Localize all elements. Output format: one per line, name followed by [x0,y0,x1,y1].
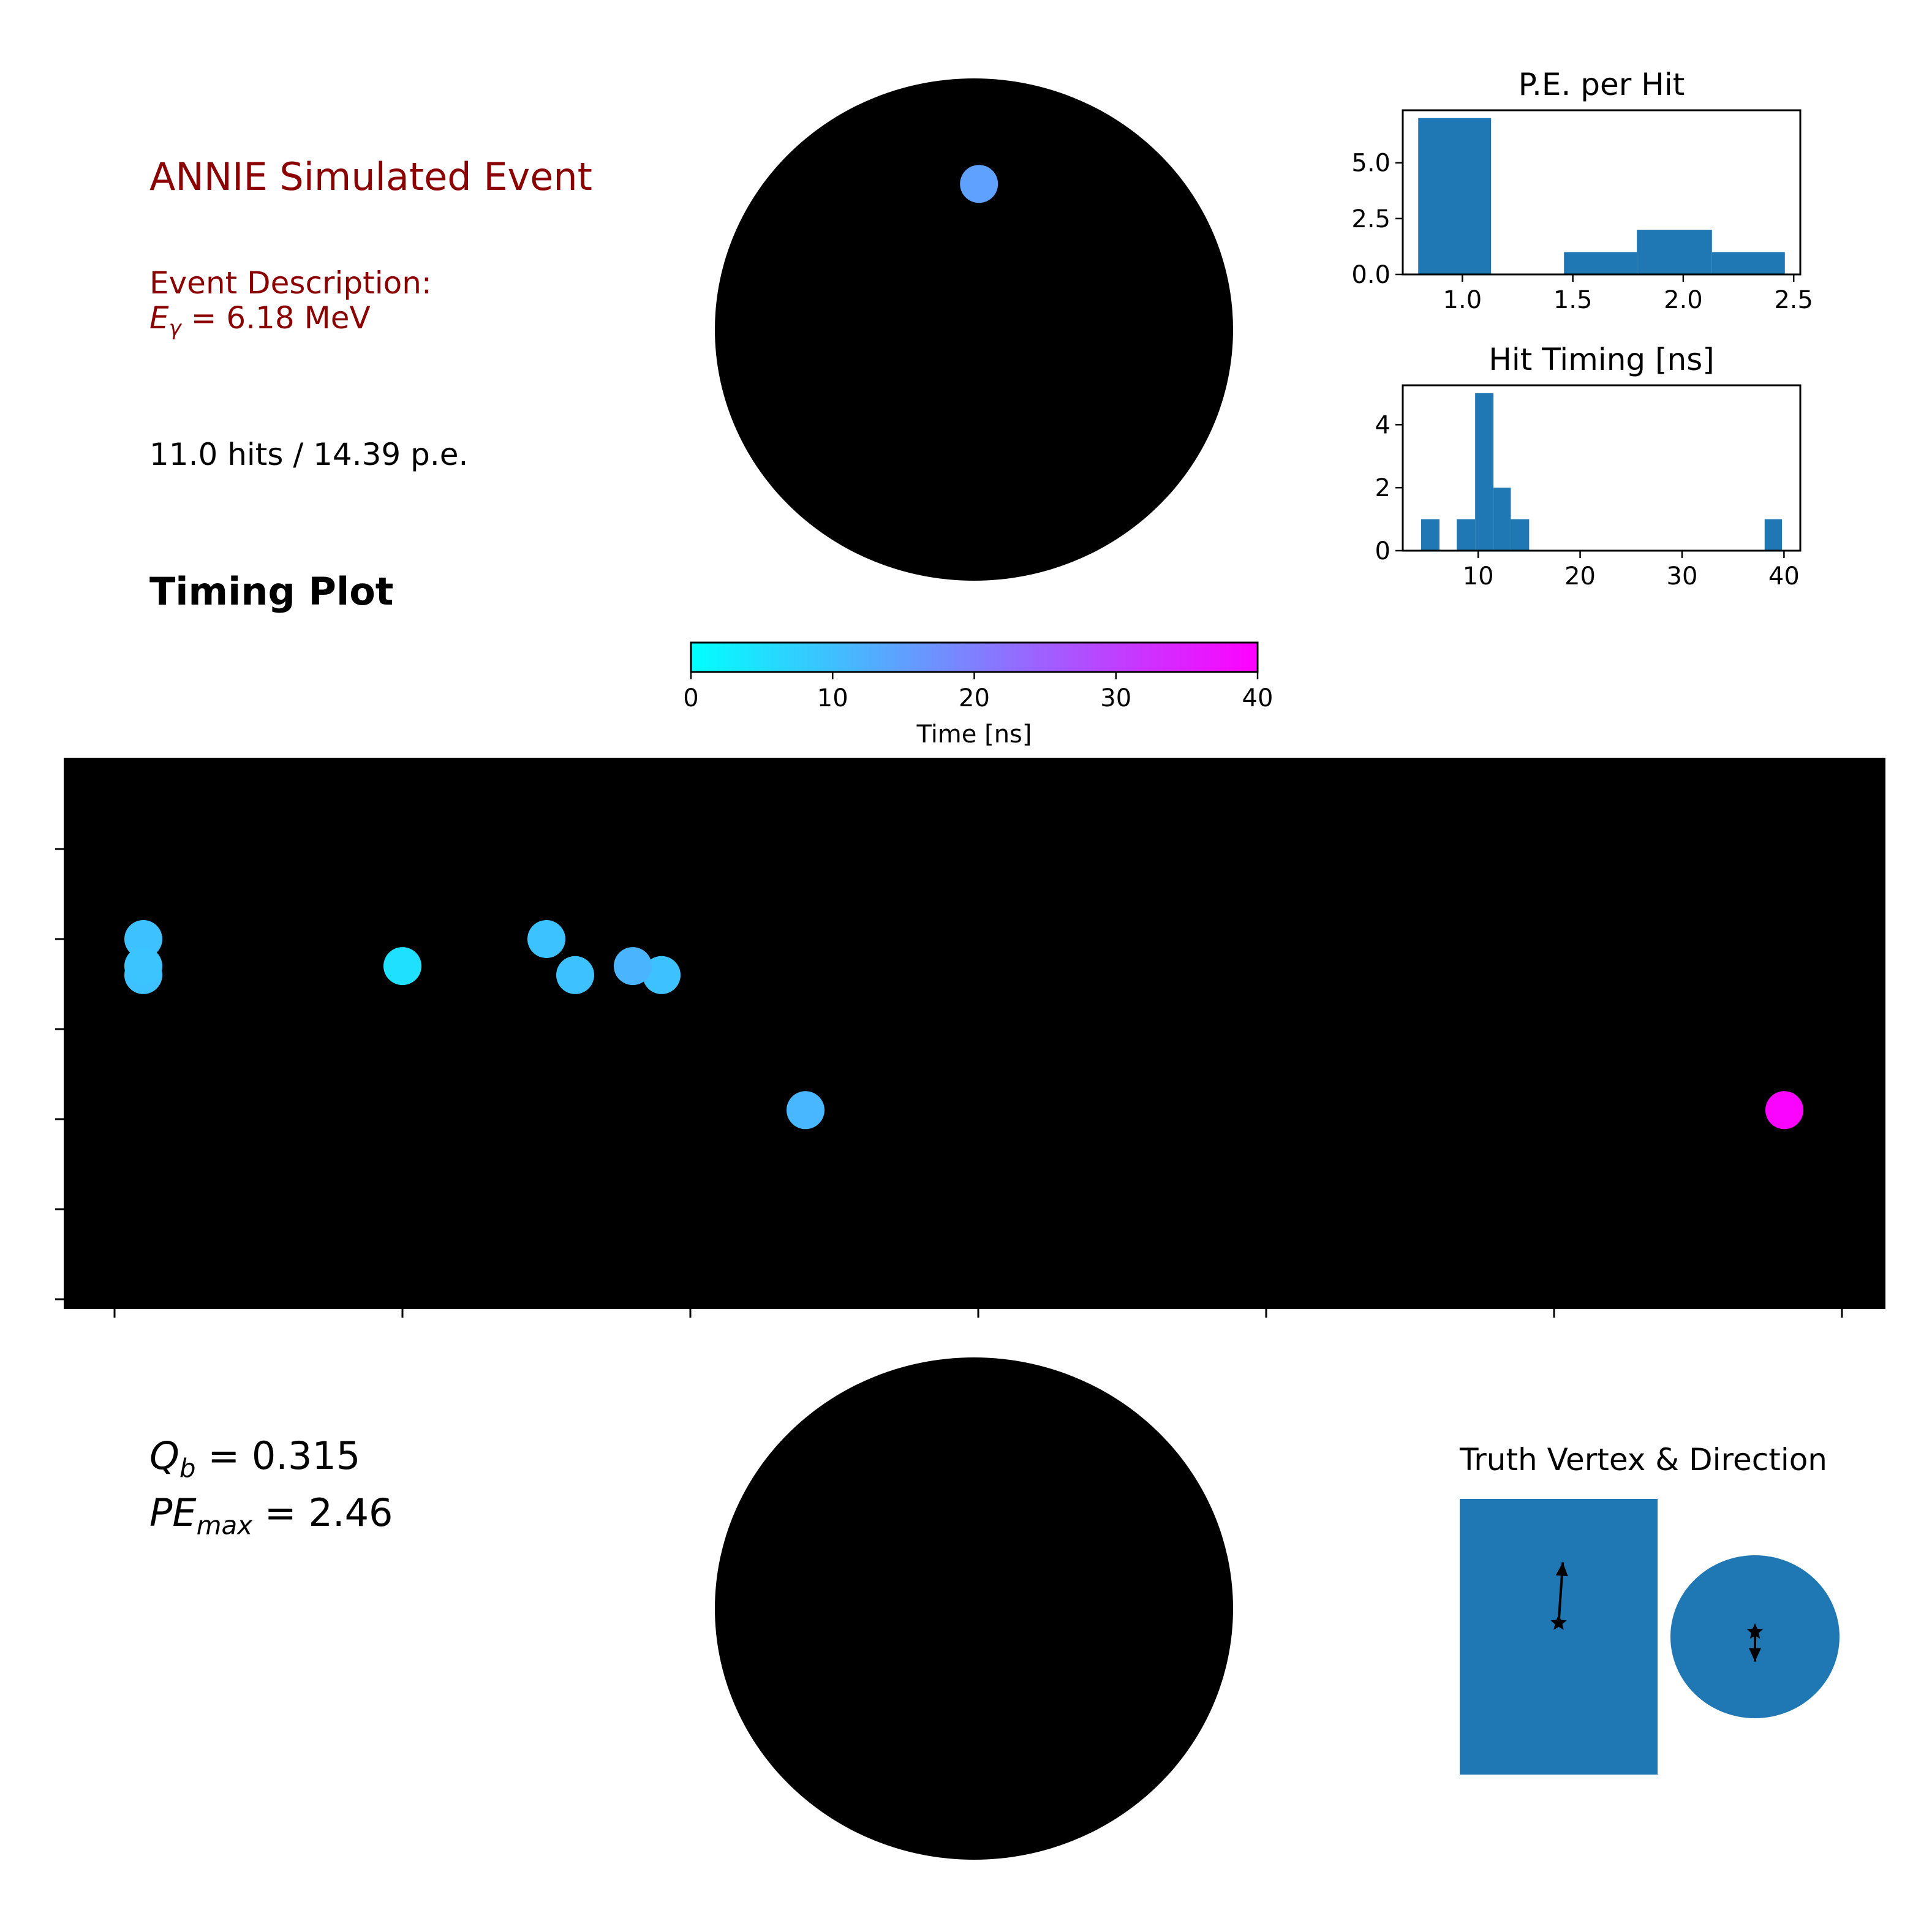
timing-hist-bar [1457,519,1476,551]
barrel-hit [124,947,162,986]
barrel-ticks [55,848,1843,1318]
barrel-hit [124,920,162,958]
barrel-hit [1765,1091,1803,1130]
pe-hist-xtick-label: 1.0 [1443,286,1482,314]
barrel-hit [383,947,421,986]
pemax-value: = 2.46 [264,1490,393,1535]
energy-symbol: E [149,300,169,336]
timing-plot-heading: Timing Plot [149,569,394,614]
barrel-hit [527,920,565,958]
barrel-hit [643,956,681,994]
truth-side-direction-arrow-head [1555,1562,1568,1577]
pe-hist-bar [1711,252,1785,274]
pe-hist-bar [1637,230,1712,274]
barrel-panel [64,758,1885,1309]
bottom-cap-disc [715,1357,1233,1860]
pe-hist-bar [1418,118,1492,274]
pe-hist-ytick-label: 2.5 [1351,205,1391,233]
top-cap-hits [960,165,998,203]
event-description-label: Event Description: [149,265,432,301]
time-colorbar: 0 10 20 30 40 Time [ns] [683,641,1274,749]
timing-hist-bar [1511,519,1530,551]
truth-vertex-panel: Truth Vertex & Direction [1459,1442,1840,1775]
timing-hist-bar [1764,519,1783,551]
energy-value: = 6.18 MeV [191,300,371,336]
timing-hist-bar [1421,519,1440,551]
qb-symbol: Q [149,1433,179,1478]
energy-readout: Eγ = 6.18 MeV [149,300,371,341]
pemax-symbol: PE [149,1490,197,1535]
timing-hist-ytick-label: 0 [1375,537,1391,565]
barrel-hit [787,1091,824,1130]
colorbar-tick-label: 20 [959,684,990,712]
pe-hist-xtick-label: 1.5 [1553,286,1593,314]
colorbar-tick-label: 30 [1100,684,1131,712]
truth-vertex-title: Truth Vertex & Direction [1459,1442,1827,1477]
timing-hist-xtick-label: 40 [1768,562,1800,591]
hit-timing-histogram: 10 20 30 40 0 2 4 Hit Timing [ns] [1375,342,1802,591]
pemax-readout: PEmax = 2.46 [149,1490,393,1540]
top-cap-disc [715,78,1233,581]
qb-readout: Qb = 0.315 [149,1433,360,1483]
timing-hist-ytick-label: 4 [1375,411,1391,439]
barrel-hits [124,920,1803,1130]
timing-hist-title: Hit Timing [ns] [1489,342,1715,377]
colorbar-tick-label: 40 [1242,684,1274,712]
pe-hist-frame [1402,109,1802,276]
pe-hist-title: P.E. per Hit [1519,67,1685,102]
truth-side-view [1460,1499,1658,1775]
barrel-hit [614,947,652,986]
truth-top-vertex-star [1746,1623,1764,1639]
colorbar-gradient [690,641,1259,673]
colorbar-label: Time [ns] [916,720,1032,749]
hits-summary: 11.0 hits / 14.39 p.e. [149,437,469,472]
truth-top-direction-arrow-head [1749,1648,1761,1662]
pe-hist-bar [1564,252,1637,274]
pe-hist-ytick-label: 5.0 [1351,149,1391,178]
pe-hist-xtick-label: 2.5 [1774,286,1813,314]
qb-subscript: b [179,1453,196,1484]
timing-hist-bar [1493,488,1511,551]
timing-hist-xtick-label: 10 [1463,562,1494,591]
event-title: ANNIE Simulated Event [149,154,592,199]
qb-value: = 0.315 [208,1433,361,1478]
timing-hist-bar [1475,393,1494,551]
top-cap-hit [960,165,998,203]
pe-hist-xtick-label: 2.0 [1664,286,1703,314]
energy-subscript: γ [168,316,181,341]
pemax-subscript: max [196,1510,253,1541]
barrel-hit [556,956,594,994]
timing-hist-xtick-label: 20 [1564,562,1596,591]
timing-hist-xtick-label: 30 [1667,562,1698,591]
colorbar-tick-label: 0 [683,684,698,712]
colorbar-tick-label: 10 [817,684,848,712]
pe-hist-ytick-label: 0.0 [1351,261,1391,289]
pe-per-hit-histogram: 1.0 1.5 2.0 2.5 0.0 2.5 5.0 P.E. per Hit [1351,67,1813,314]
timing-hist-ytick-label: 2 [1375,474,1391,502]
timing-hist-frame [1402,384,1802,552]
